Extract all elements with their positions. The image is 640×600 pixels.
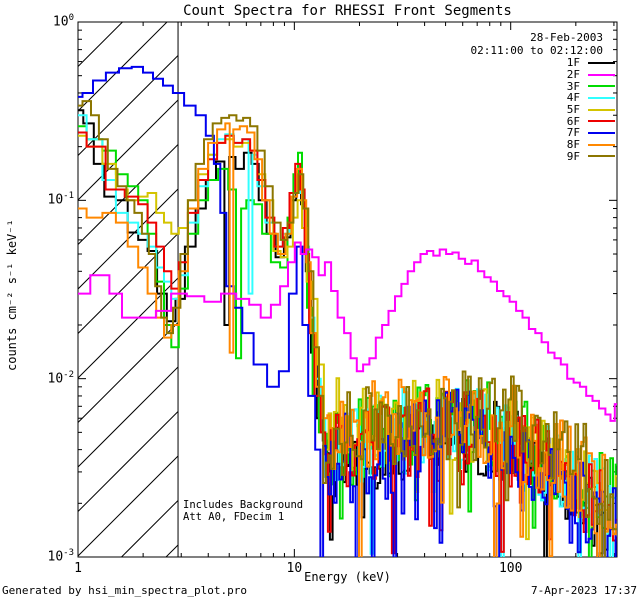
series-9f-line bbox=[78, 100, 617, 557]
y-tick-label: 10-2 bbox=[47, 369, 75, 386]
legend-item: 1F bbox=[566, 56, 615, 70]
legend-label: 5F bbox=[566, 103, 580, 117]
observation-time-range: 02:11:00 to 02:12:00 bbox=[470, 43, 603, 57]
series-7f-line bbox=[78, 65, 617, 557]
hatched-exclusion-region bbox=[78, 22, 179, 557]
legend-item: 5F bbox=[566, 103, 615, 117]
legend: 1F 2F 3F 4F 5F 6F 7F 8F 9F bbox=[566, 56, 615, 163]
render-timestamp: 7-Apr-2023 17:37 bbox=[531, 584, 637, 597]
annotation-attenuator-state: Att A0, FDecim 1 bbox=[183, 511, 285, 523]
legend-item: 2F bbox=[566, 68, 615, 82]
x-axis-label: Energy (keV) bbox=[304, 570, 391, 584]
legend-label: 1F bbox=[566, 56, 580, 70]
legend-label: 3F bbox=[566, 79, 580, 93]
annotation-includes-background: Includes Background bbox=[183, 499, 304, 511]
series-3f-line bbox=[78, 125, 617, 557]
page-title: Count Spectra for RHESSI Front Segments bbox=[183, 3, 512, 19]
legend-swatch bbox=[588, 143, 615, 146]
legend-label: 2F bbox=[566, 68, 580, 82]
x-tick-label: 10 bbox=[286, 561, 303, 576]
legend-item: 3F bbox=[566, 79, 615, 93]
legend-item: 8F bbox=[566, 138, 615, 152]
legend-swatch bbox=[588, 131, 615, 134]
y-tick-label: 10-3 bbox=[47, 548, 75, 565]
y-axis-label: counts cm⁻² s⁻¹ keV⁻¹ bbox=[5, 219, 19, 371]
legend-swatch bbox=[588, 73, 615, 76]
legend-swatch bbox=[588, 155, 615, 158]
legend-swatch bbox=[588, 120, 615, 123]
legend-item: 7F bbox=[566, 126, 615, 140]
observation-date: 28-Feb-2003 bbox=[530, 31, 603, 44]
x-tick-label: 100 bbox=[498, 561, 523, 576]
series-2f-line bbox=[78, 241, 617, 422]
legend-label: 6F bbox=[566, 114, 580, 128]
legend-item: 9F bbox=[566, 149, 615, 163]
legend-swatch bbox=[588, 61, 615, 64]
y-tick-label: 100 bbox=[52, 13, 74, 30]
legend-swatch bbox=[588, 108, 615, 111]
x-tick-label: 1 bbox=[74, 561, 82, 576]
legend-label: 8F bbox=[566, 138, 580, 152]
legend-item: 4F bbox=[566, 91, 615, 105]
legend-item: 6F bbox=[566, 114, 615, 128]
generator-credit: Generated by hsi_min_spectra_plot.pro bbox=[2, 584, 248, 597]
legend-label: 4F bbox=[566, 91, 580, 105]
legend-swatch bbox=[588, 85, 615, 88]
legend-label: 7F bbox=[566, 126, 580, 140]
y-tick-label: 10-1 bbox=[47, 191, 75, 208]
observation-datetime: 28-Feb-2003 02:11:00 to 02:12:00 bbox=[470, 31, 603, 57]
spectra-curves bbox=[78, 65, 617, 557]
legend-label: 9F bbox=[566, 149, 580, 163]
legend-swatch bbox=[588, 96, 615, 99]
